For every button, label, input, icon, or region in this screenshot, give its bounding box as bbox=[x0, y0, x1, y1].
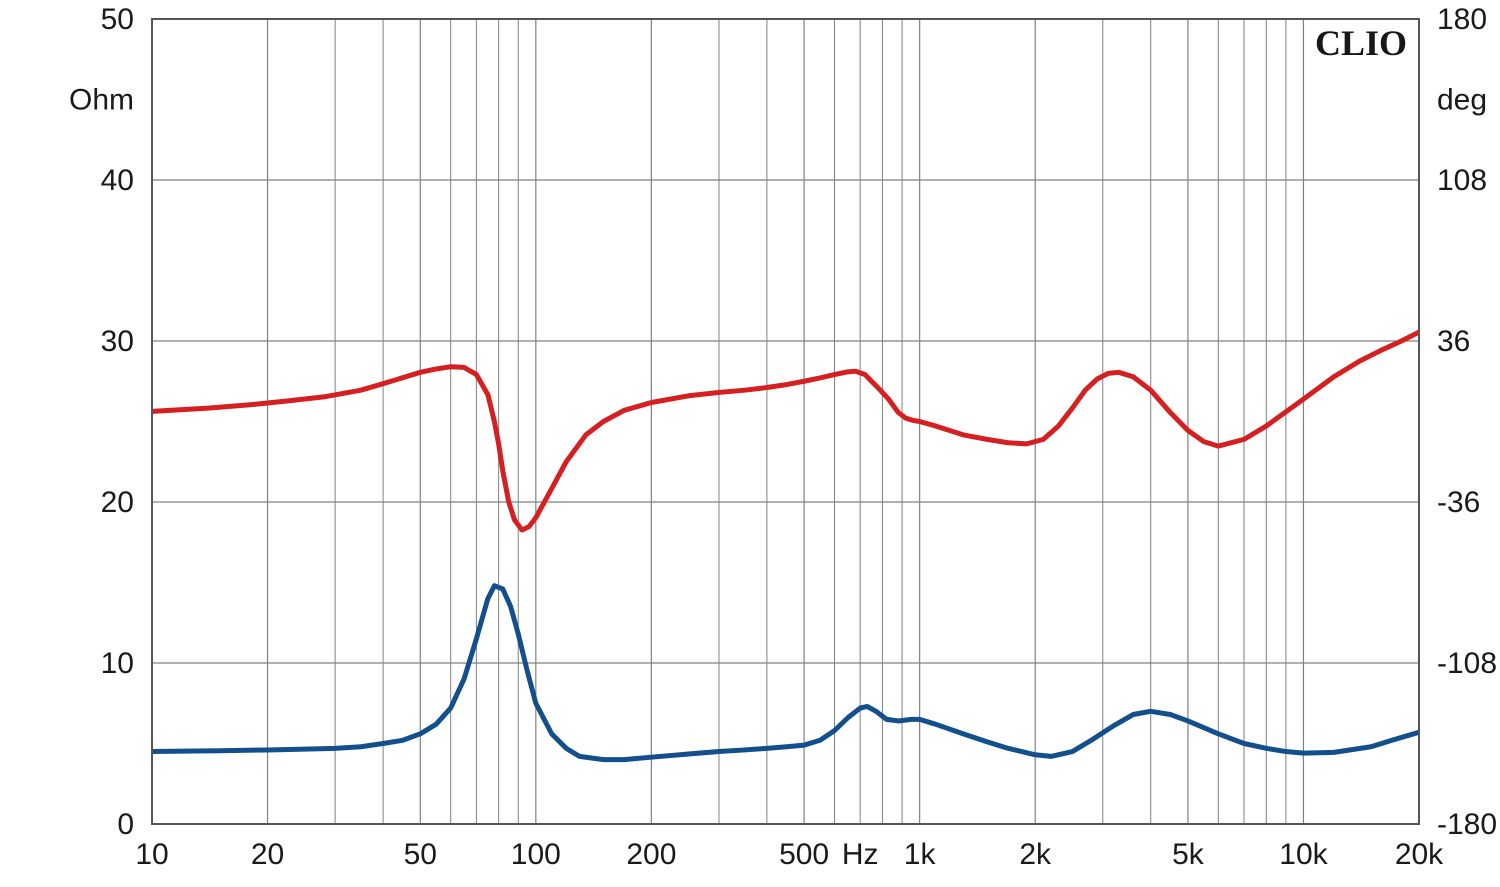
x-tick-label: 500 bbox=[779, 838, 829, 871]
plot-border bbox=[152, 19, 1419, 824]
x-tick-label: 20 bbox=[251, 838, 284, 871]
x-tick-label: 10k bbox=[1279, 838, 1328, 871]
y-left-tick-label: 40 bbox=[101, 164, 134, 197]
y-right-tick-label: 108 bbox=[1437, 164, 1487, 197]
y-right-unit-label: deg bbox=[1437, 84, 1487, 117]
x-tick-label: 20k bbox=[1395, 838, 1444, 871]
y-left-tick-label: 10 bbox=[101, 647, 134, 680]
y-left-tick-label: 30 bbox=[101, 325, 134, 358]
x-tick-label: 5k bbox=[1172, 838, 1205, 871]
x-tick-label: 10 bbox=[135, 838, 168, 871]
y-left-unit-label: Ohm bbox=[69, 84, 134, 117]
series-group bbox=[152, 332, 1419, 760]
series-impedance bbox=[152, 586, 1419, 760]
y-right-tick-label: -108 bbox=[1437, 647, 1497, 680]
series-phase bbox=[152, 332, 1419, 530]
chart-svg: 102050100200500Hz1k2k5k10k20k01020304050… bbox=[0, 0, 1500, 887]
y-right-tick-label: -36 bbox=[1437, 486, 1480, 519]
x-tick-label: 2k bbox=[1019, 838, 1052, 871]
axis-labels: 102050100200500Hz1k2k5k10k20k01020304050… bbox=[69, 3, 1497, 871]
x-tick-label: 50 bbox=[404, 838, 437, 871]
y-left-tick-label: 20 bbox=[101, 486, 134, 519]
y-right-tick-label: -180 bbox=[1437, 808, 1497, 841]
x-tick-label: Hz bbox=[842, 838, 879, 871]
grid bbox=[152, 19, 1419, 824]
impedance-phase-chart: 102050100200500Hz1k2k5k10k20k01020304050… bbox=[0, 0, 1500, 887]
y-right-tick-label: 180 bbox=[1437, 3, 1487, 36]
x-tick-label: 200 bbox=[626, 838, 676, 871]
y-left-tick-label: 50 bbox=[101, 3, 134, 36]
brand-label: CLIO bbox=[1315, 23, 1407, 63]
x-tick-label: 1k bbox=[904, 838, 937, 871]
y-right-tick-label: 36 bbox=[1437, 325, 1470, 358]
x-tick-label: 100 bbox=[511, 838, 561, 871]
y-left-tick-label: 0 bbox=[117, 808, 134, 841]
